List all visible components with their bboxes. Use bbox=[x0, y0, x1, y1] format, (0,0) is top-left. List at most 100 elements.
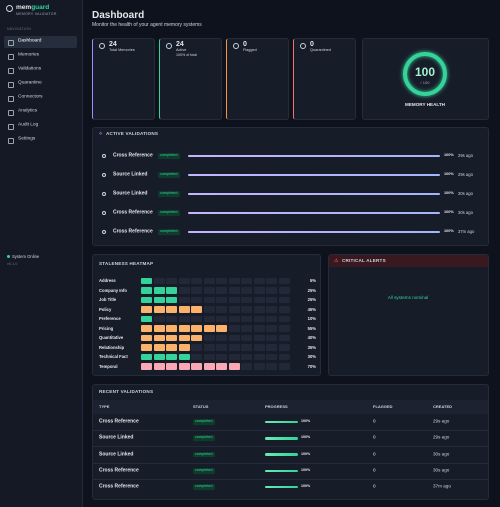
nav-icon bbox=[8, 138, 14, 144]
status-pill: completed bbox=[158, 172, 180, 178]
progress-bar bbox=[265, 485, 298, 489]
row-icon bbox=[102, 230, 106, 234]
heatmap-cell bbox=[278, 306, 290, 313]
heatmap-cell bbox=[278, 363, 290, 370]
heatmap-cell bbox=[278, 296, 290, 304]
stat-icon bbox=[300, 43, 306, 49]
heatmap-cell bbox=[253, 344, 265, 351]
stat-icon bbox=[99, 43, 105, 49]
heatmap-cell bbox=[191, 315, 202, 323]
heatmap-cell bbox=[228, 296, 240, 304]
status-dot bbox=[7, 255, 10, 258]
stat-value: 24 bbox=[109, 41, 117, 48]
progress-label: 100% bbox=[444, 210, 454, 215]
heatmap-cell-filled bbox=[141, 363, 152, 370]
heatmap-cell-filled bbox=[228, 363, 240, 370]
brand-suffix: guard bbox=[31, 4, 50, 11]
heatmap-cell-filled bbox=[141, 287, 152, 294]
column-header: TYPE bbox=[99, 404, 110, 409]
cell-flagged: 0 bbox=[373, 467, 376, 473]
nav-item[interactable]: Dashboard bbox=[18, 38, 42, 44]
heatmap-cell bbox=[241, 325, 252, 332]
heatmap-cell bbox=[191, 344, 202, 351]
heatmap-cell bbox=[241, 296, 252, 304]
status-pill: completed bbox=[193, 484, 215, 491]
row-divider bbox=[93, 430, 488, 431]
cell-type: Cross Reference bbox=[99, 467, 139, 474]
nav-icon bbox=[8, 40, 14, 46]
heatmap-cell bbox=[266, 334, 277, 342]
stat-sub: 100% of total bbox=[176, 53, 197, 57]
status-pill: completed bbox=[193, 451, 215, 458]
status-pill: completed bbox=[193, 419, 215, 425]
heatmap-cell bbox=[216, 315, 227, 323]
heatmap-label: Temporal bbox=[99, 363, 118, 369]
heatmap-cell bbox=[203, 353, 215, 361]
cell-type: Cross Reference bbox=[99, 418, 139, 425]
progress-label: 100% bbox=[444, 229, 454, 234]
version: v0.1.0 bbox=[7, 262, 18, 266]
heatmap-cell bbox=[216, 296, 227, 304]
heatmap-cell-filled bbox=[141, 344, 152, 351]
nav-icon bbox=[8, 54, 14, 60]
cell-flagged: 0 bbox=[373, 451, 376, 457]
heatmap-cell-filled bbox=[166, 325, 177, 332]
alerts-header bbox=[329, 255, 488, 267]
heatmap-value: 10% bbox=[307, 315, 316, 321]
progress-bar bbox=[188, 211, 440, 215]
nav-item[interactable]: Memories bbox=[18, 52, 40, 58]
nav-item[interactable]: Quarantine bbox=[18, 80, 42, 86]
nav-item[interactable]: Analytics bbox=[18, 108, 38, 114]
heatmap-cell bbox=[266, 353, 277, 361]
heatmap-cell-filled bbox=[153, 296, 165, 304]
row-divider bbox=[93, 446, 488, 447]
cell-flagged: 0 bbox=[373, 418, 376, 424]
time: 37m ago bbox=[458, 228, 475, 234]
heatmap-cell bbox=[241, 277, 252, 285]
validation-type: Cross Reference bbox=[113, 209, 153, 216]
brand-prefix: mem bbox=[16, 4, 32, 11]
panel-title: CRITICAL ALERTS bbox=[342, 258, 386, 263]
heatmap-cell bbox=[203, 334, 215, 342]
time: 30s ago bbox=[458, 190, 473, 196]
heatmap-cell bbox=[203, 287, 215, 294]
nav-item[interactable]: Audit Log bbox=[18, 122, 39, 128]
heatmap-cell bbox=[278, 287, 290, 294]
heatmap-cell bbox=[216, 306, 227, 313]
logo-icon bbox=[6, 5, 13, 12]
nav-item[interactable]: Validations bbox=[18, 66, 42, 72]
nav-item[interactable]: Settings bbox=[18, 136, 36, 142]
heatmap-cell-filled bbox=[141, 334, 152, 342]
heatmap-cell-filled bbox=[153, 363, 165, 370]
heatmap-label: Company Info bbox=[99, 287, 127, 293]
stat-label: Flagged bbox=[243, 47, 257, 52]
stat-card bbox=[92, 38, 155, 120]
heatmap-value: 25% bbox=[307, 287, 316, 293]
heatmap-cell bbox=[241, 353, 252, 361]
heatmap-cell-filled bbox=[166, 334, 177, 342]
progress-bar bbox=[188, 154, 440, 158]
heatmap-cell-filled bbox=[166, 296, 177, 304]
heatmap-cell bbox=[216, 334, 227, 342]
heatmap-cell bbox=[253, 334, 265, 342]
progress-label: 100% bbox=[301, 468, 311, 473]
heatmap-cell-filled bbox=[153, 334, 165, 342]
nav-item[interactable]: Connectors bbox=[18, 94, 43, 100]
heatmap-cell bbox=[253, 353, 265, 361]
status-pill: completed bbox=[158, 229, 180, 235]
heatmap-cell bbox=[166, 315, 177, 323]
cell-flagged: 0 bbox=[373, 483, 376, 489]
column-header: FLAGGED bbox=[373, 404, 393, 409]
stat-label: Total Memories bbox=[109, 47, 135, 52]
page-subtitle: Monitor the health of your agent memory … bbox=[92, 22, 202, 28]
heatmap-cell bbox=[216, 353, 227, 361]
brand: memguard bbox=[16, 4, 50, 12]
heatmap-cell-filled bbox=[166, 306, 177, 313]
heatmap-cell-filled bbox=[141, 277, 152, 285]
icon: ⚠ bbox=[334, 258, 339, 264]
progress-bar bbox=[265, 437, 298, 440]
row-divider bbox=[93, 462, 488, 464]
heatmap-cell bbox=[228, 287, 240, 294]
heatmap-cell bbox=[216, 344, 227, 351]
heatmap-value: 25% bbox=[307, 296, 316, 302]
